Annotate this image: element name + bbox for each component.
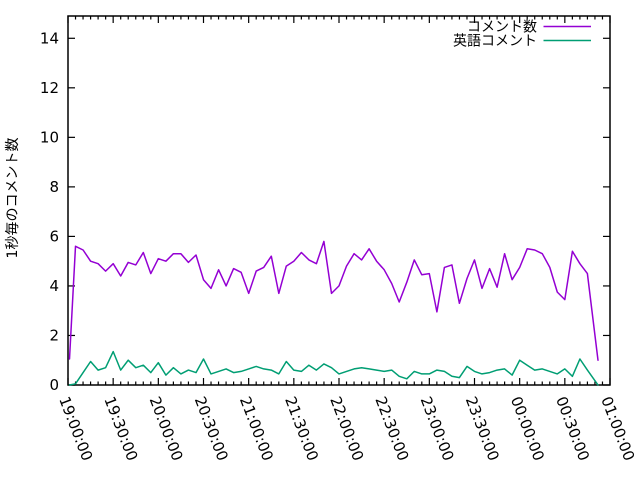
series-line-1 <box>68 240 599 361</box>
x-tick-label: 21:00:00 <box>236 394 277 463</box>
x-tick-label: 01:00:00 <box>597 394 638 463</box>
x-tick-label: 20:30:00 <box>191 394 232 463</box>
x-tick-label: 00:00:00 <box>507 394 548 463</box>
y-tick-label: 12 <box>40 79 59 97</box>
series-line-2 <box>68 350 599 386</box>
legend-label-2: 英語コメント <box>453 33 537 50</box>
y-axis-title: 1秒毎のコメント数 <box>5 138 21 259</box>
y-tick-label: 8 <box>49 178 59 196</box>
legend-label-1: コメント数 <box>467 20 537 36</box>
y-tick-label: 6 <box>49 227 59 245</box>
x-tick-label: 20:00:00 <box>146 394 187 463</box>
y-tick-label: 4 <box>49 277 59 295</box>
plot-border <box>67 15 611 386</box>
y-tick-label: 2 <box>49 326 59 344</box>
x-tick-label: 23:30:00 <box>462 394 503 463</box>
y-tick-label: 10 <box>40 128 59 146</box>
x-tick-label: 19:30:00 <box>100 394 141 463</box>
x-tick-label: 22:00:00 <box>326 394 367 463</box>
y-tick-label: 14 <box>40 29 59 47</box>
y-tick-label: 0 <box>49 376 59 394</box>
x-tick-label: 22:30:00 <box>371 394 412 463</box>
x-tick-label: 19:00:00 <box>55 394 96 463</box>
x-tick-label: 21:30:00 <box>281 394 322 463</box>
x-tick-label: 00:30:00 <box>552 394 593 463</box>
x-tick-label: 23:00:00 <box>417 394 458 463</box>
